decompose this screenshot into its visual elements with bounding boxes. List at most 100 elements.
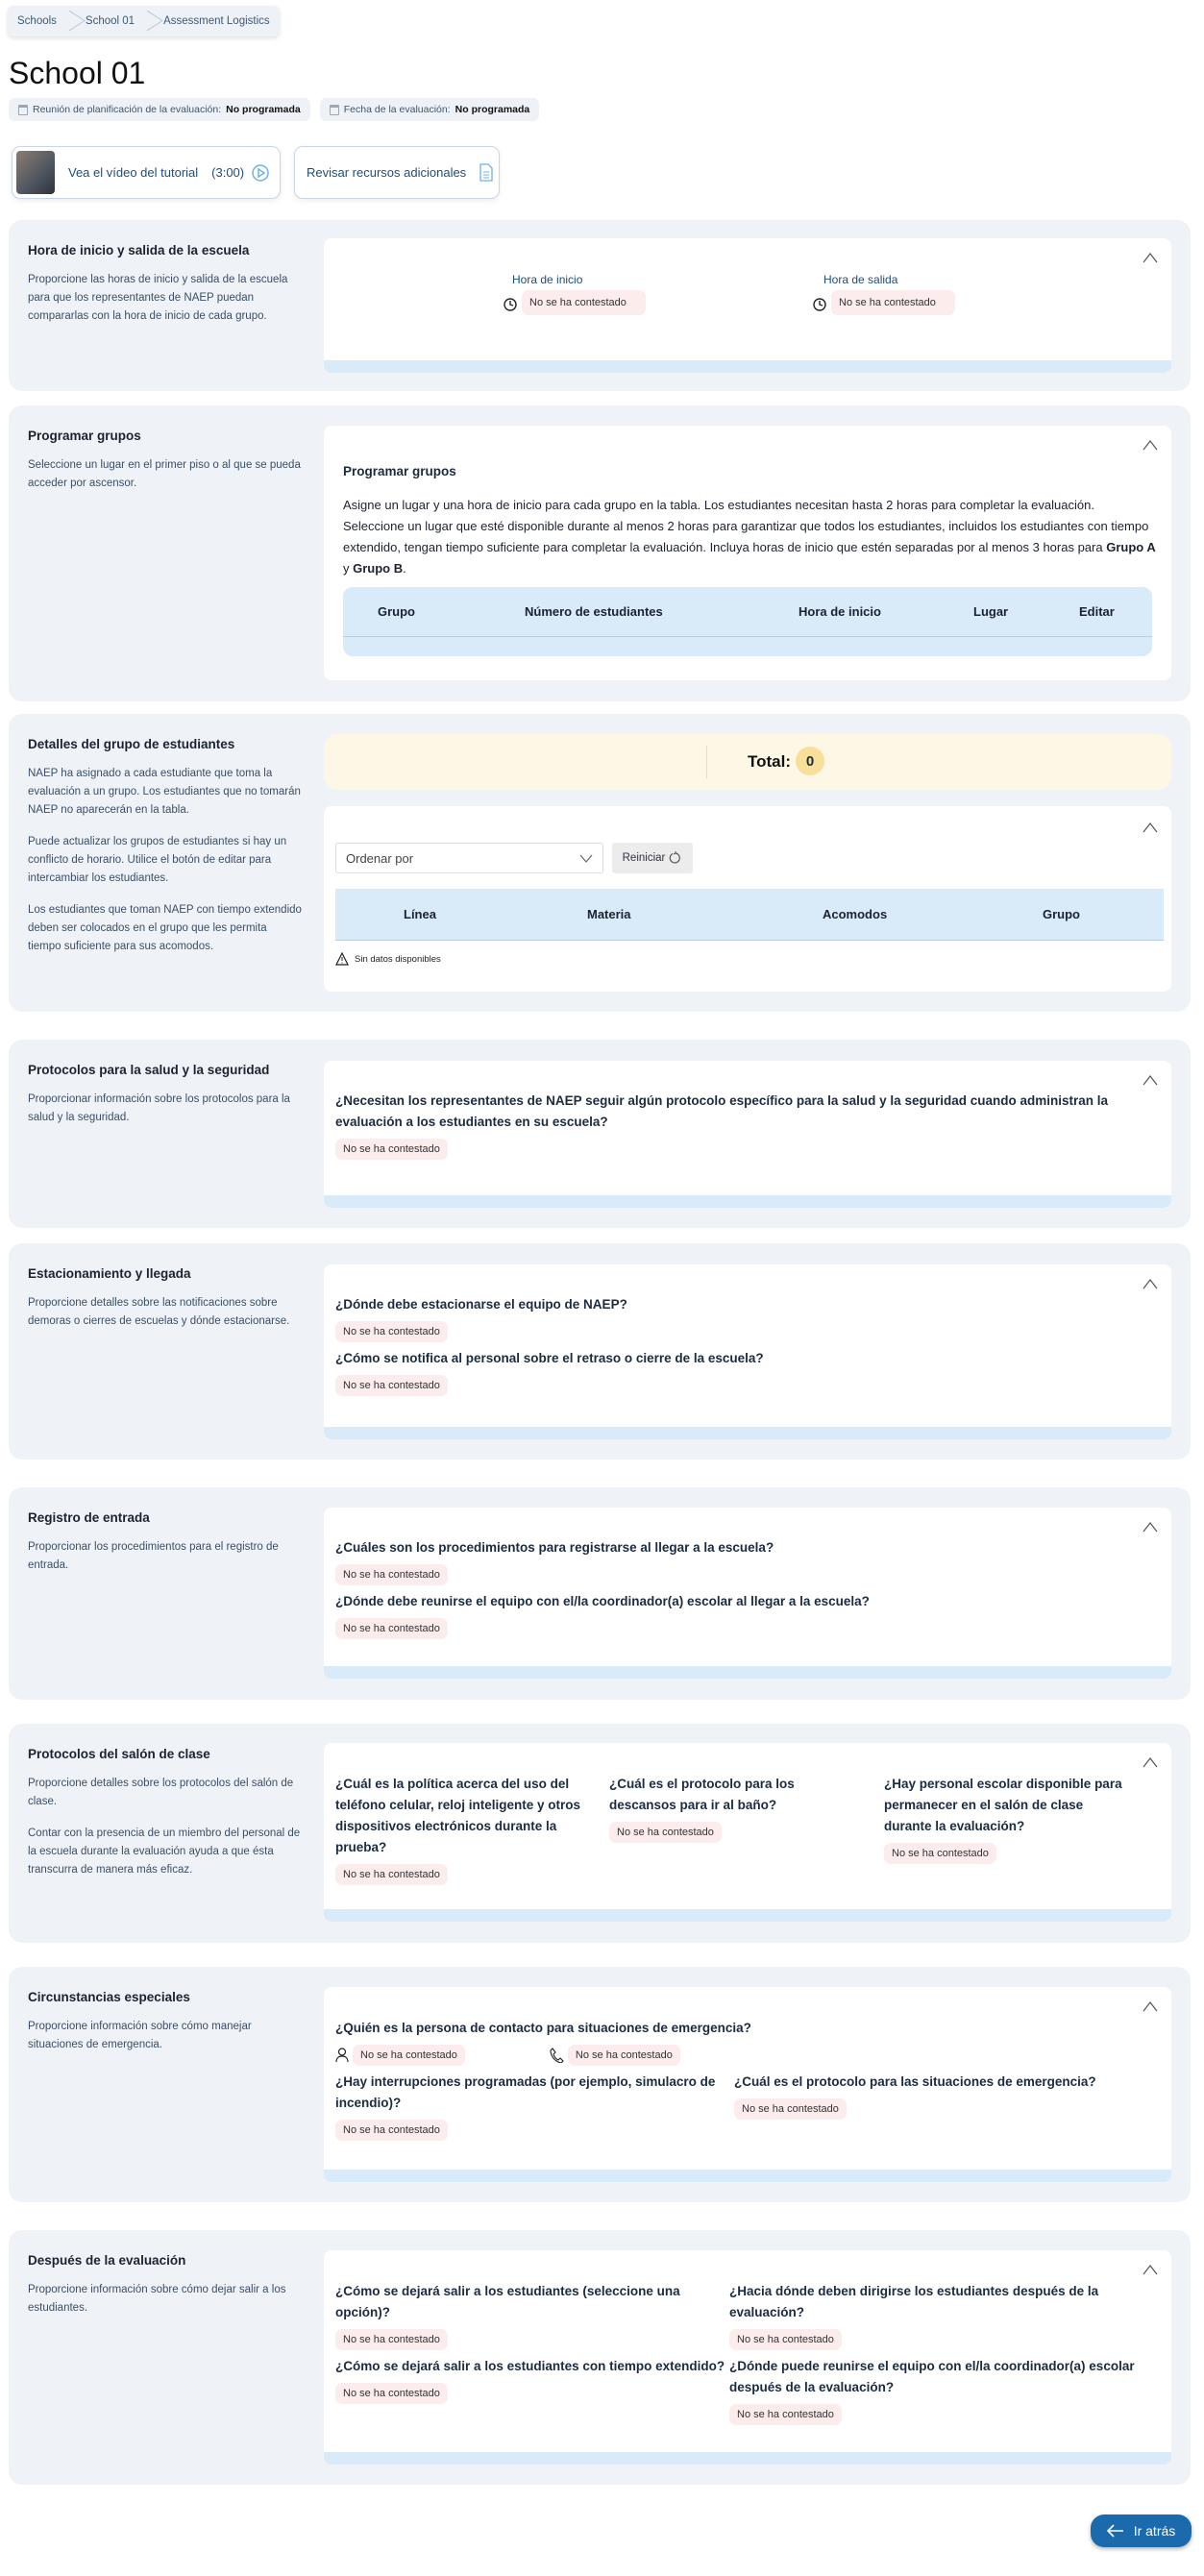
question: ¿Cuál es el protocolo para las situacion… — [734, 2074, 1096, 2089]
section-description: Seleccione un lugar en el primer piso o … — [28, 459, 301, 489]
collapse-chevron-icon[interactable] — [1143, 439, 1158, 451]
special-circumstances-card: ¿Quién es la persona de contacto para si… — [324, 1987, 1171, 2182]
question: ¿Dónde debe estacionarse el equipo de NA… — [335, 1297, 627, 1312]
column-header[interactable]: Lugar — [973, 604, 1009, 619]
sort-by-select[interactable]: Ordenar por — [335, 843, 603, 873]
contact-name-status: No se ha contestado — [353, 2045, 465, 2066]
section-school-hours: Hora de inicio y salida de la escuela Pro… — [9, 220, 1191, 391]
section-title: Programar grupos — [28, 429, 141, 443]
date-label: Fecha de la evaluación: — [343, 104, 451, 115]
start-time-label: Hora de inicio — [512, 273, 583, 286]
section-title: Estacionamiento y llegada — [28, 1266, 191, 1281]
status-badge: No se ha contestado — [335, 2383, 448, 2404]
phone-icon — [550, 2048, 564, 2063]
end-time-status: No se ha contestado — [831, 290, 955, 315]
column-header[interactable]: Línea — [404, 907, 436, 921]
collapse-chevron-icon[interactable] — [1143, 1756, 1158, 1768]
section-title: Después de la evaluación — [28, 2253, 186, 2268]
section-description: Proporcione información sobre cómo manej… — [28, 2021, 252, 2050]
planning-value: No programada — [226, 104, 301, 115]
breadcrumb-school[interactable]: School 01 — [85, 15, 135, 27]
section-description: NAEP ha asignado a cada estudiante que t… — [28, 768, 301, 816]
section-title: Protocolos para la salud y la seguridad — [28, 1063, 270, 1077]
status-badge: No se ha contestado — [335, 1618, 448, 1639]
status-badge: No se ha contestado — [335, 1375, 448, 1396]
section-description: Proporcione detalles sobre las notificac… — [28, 1297, 290, 1327]
column-header[interactable]: Grupo — [1043, 907, 1080, 921]
section-description: Proporcione detalles sobre los protocolo… — [28, 1778, 294, 1807]
status-badge: No se ha contestado — [335, 1321, 448, 1342]
status-badge: No se ha contestado — [335, 2329, 448, 2350]
collapse-chevron-icon[interactable] — [1143, 1278, 1158, 1289]
collapse-chevron-icon[interactable] — [1143, 822, 1158, 833]
column-header[interactable]: Editar — [1079, 604, 1115, 619]
column-header[interactable]: Hora de inicio — [799, 604, 881, 619]
go-back-label: Ir atrás — [1133, 2523, 1176, 2539]
section-title: Protocolos del salón de clase — [28, 1747, 210, 1761]
status-badge: No se ha contestado — [335, 1139, 448, 1160]
classroom-protocols-card: ¿Cuál es la política acerca del uso del … — [324, 1743, 1171, 1922]
question: ¿Hay personal escolar disponible para pe… — [884, 1777, 1122, 1833]
collapse-chevron-icon[interactable] — [1143, 2264, 1158, 2275]
section-title: Registro de entrada — [28, 1510, 150, 1525]
column-header[interactable]: Grupo — [378, 604, 415, 619]
no-data-message: Sin datos disponibles — [335, 952, 441, 966]
status-badge: No se ha contestado — [729, 2404, 842, 2425]
after-assessment-card: ¿Cómo se dejará salir a los estudiantes … — [324, 2250, 1171, 2465]
collapse-chevron-icon[interactable] — [1143, 1074, 1158, 1086]
document-icon — [479, 163, 493, 182]
section-classroom-protocols: Protocolos del salón de clase Proporcion… — [9, 1724, 1191, 1943]
clock-icon — [504, 298, 517, 311]
check-in-card: ¿Cuáles son los procedimientos para regi… — [324, 1508, 1171, 1679]
start-time-status: No se ha contestado — [522, 290, 646, 315]
go-back-button[interactable]: Ir atrás — [1091, 2515, 1192, 2547]
breadcrumb-current: Assessment Logistics — [163, 15, 270, 27]
warning-icon — [335, 952, 349, 966]
card-title: Programar grupos — [343, 464, 456, 478]
column-header[interactable]: Materia — [587, 907, 631, 921]
school-hours-card: Hora de inicio No se ha contestado Hora … — [324, 238, 1171, 373]
assessment-date-pill: Fecha de la evaluación: No programada — [319, 98, 540, 121]
date-value: No programada — [455, 104, 530, 115]
person-icon — [335, 2048, 349, 2063]
question: ¿Cómo se notifica al personal sobre el r… — [335, 1351, 764, 1365]
chevron-down-icon — [579, 854, 593, 863]
column-header[interactable]: Acomodos — [823, 907, 888, 921]
question: ¿Cómo se dejará salir a los estudiantes … — [335, 2359, 725, 2373]
table-header: Grupo Número de estudiantes Hora de inic… — [343, 587, 1152, 637]
collapse-chevron-icon[interactable] — [1143, 1521, 1158, 1533]
status-badge: No se ha contestado — [609, 1822, 722, 1843]
section-health-safety: Protocolos para la salud y la seguridad P… — [9, 1040, 1191, 1228]
breadcrumb-schools[interactable]: Schools — [17, 15, 57, 27]
collapse-chevron-icon[interactable] — [1143, 252, 1158, 263]
video-duration: (3:00) — [211, 165, 245, 180]
clock-icon — [813, 298, 826, 311]
section-description: Puede actualizar los grupos de estudiant… — [28, 836, 287, 884]
table-header: Línea Materia Acomodos Grupo — [335, 889, 1164, 941]
status-badge: No se ha contestado — [734, 2098, 847, 2120]
tutorial-video-button[interactable]: Vea el vídeo del tutorial (3:00) — [12, 146, 281, 199]
status-badge: No se ha contestado — [335, 1564, 448, 1585]
additional-resources-button[interactable]: Revisar recursos adicionales — [294, 146, 500, 199]
question: ¿Cómo se dejará salir a los estudiantes … — [335, 2284, 680, 2319]
question: ¿Cuál es el protocolo para los descansos… — [609, 1777, 795, 1812]
reset-button[interactable]: Reiniciar — [612, 843, 693, 873]
collapse-chevron-icon[interactable] — [1143, 2000, 1158, 2012]
section-check-in: Registro de entrada Proporcionar los proc… — [9, 1487, 1191, 1700]
section-description: Proporcione las horas de inicio y salida… — [28, 274, 288, 322]
section-description: Proporcionar los procedimientos para el … — [28, 1541, 279, 1571]
parking-arrival-card: ¿Dónde debe estacionarse el equipo de NA… — [324, 1264, 1171, 1439]
calendar-icon — [329, 104, 339, 115]
question: ¿Dónde debe reunirse el equipo con el/la… — [335, 1594, 870, 1608]
status-badge: No se ha contestado — [335, 2120, 448, 2141]
play-icon — [252, 163, 269, 182]
section-description: Proporcione información sobre cómo dejar… — [28, 2284, 286, 2314]
breadcrumb-separator — [64, 6, 78, 37]
section-description: Los estudiantes que toman NAEP con tiemp… — [28, 904, 302, 952]
planning-meeting-pill: Reunión de planificación de la evaluació… — [9, 98, 310, 121]
health-safety-card: ¿Necesitan los representantes de NAEP se… — [324, 1061, 1171, 1208]
section-title: Hora de inicio y salida de la escuela — [28, 243, 250, 258]
section-student-groups: Detalles del grupo de estudiantes NAEP h… — [9, 714, 1191, 1012]
column-header[interactable]: Número de estudiantes — [525, 604, 663, 619]
question: ¿Quién es la persona de contacto para si… — [335, 2021, 751, 2035]
